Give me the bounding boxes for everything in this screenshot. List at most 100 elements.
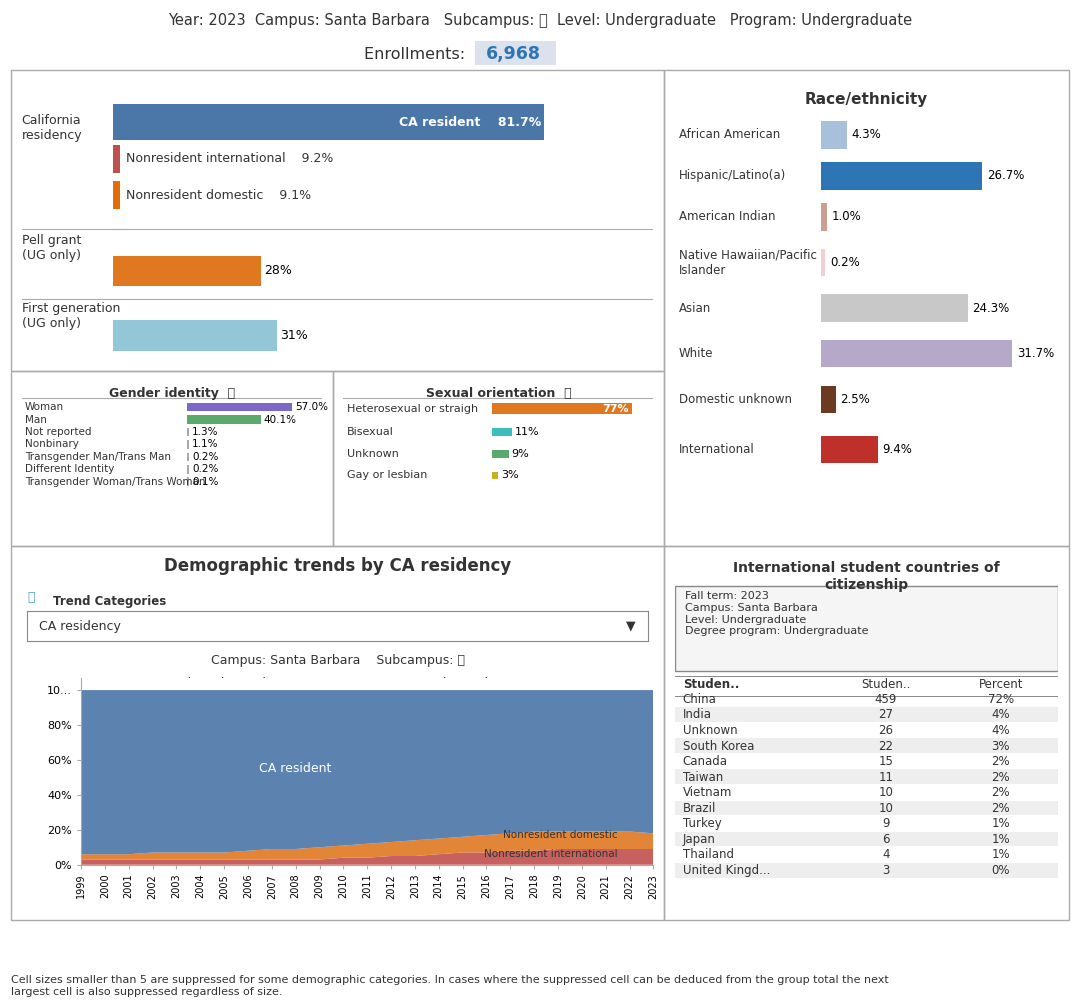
FancyBboxPatch shape	[113, 144, 120, 172]
Text: Sexual orientation  ❓: Sexual orientation ❓	[426, 387, 571, 400]
Bar	[187, 453, 189, 461]
Text: Taiwan: Taiwan	[683, 771, 723, 784]
Text: Transgender Man/Trans Man: Transgender Man/Trans Man	[25, 452, 171, 462]
Text: 77%: 77%	[602, 404, 629, 414]
Text: 26: 26	[878, 724, 893, 737]
Text: 31.7%: 31.7%	[1017, 348, 1054, 360]
Bar	[492, 472, 498, 479]
Bar	[821, 203, 826, 230]
Text: Unknown: Unknown	[683, 724, 738, 737]
Text: 2%: 2%	[991, 787, 1010, 800]
Text: Gay or lesbian: Gay or lesbian	[347, 471, 427, 481]
Bar	[492, 450, 509, 458]
Text: Nonbinary: Nonbinary	[25, 440, 79, 450]
Text: 2%: 2%	[991, 756, 1010, 769]
Text: ❓: ❓	[27, 591, 35, 604]
Bar	[187, 415, 260, 424]
Text: 27: 27	[878, 708, 893, 721]
Text: 0.2%: 0.2%	[192, 452, 218, 462]
Text: 1%: 1%	[991, 833, 1010, 846]
Text: Turkey: Turkey	[683, 818, 721, 831]
Bar	[187, 465, 189, 474]
Text: Trend Categories: Trend Categories	[53, 594, 166, 607]
Text: Nonresident domestic    9.1%: Nonresident domestic 9.1%	[126, 188, 311, 201]
Text: 0.2%: 0.2%	[829, 257, 860, 269]
Text: 72%: 72%	[988, 692, 1014, 705]
Text: 3: 3	[882, 864, 890, 877]
Bar	[187, 477, 189, 486]
Text: Not reported: Not reported	[25, 427, 91, 437]
Text: 6: 6	[882, 833, 890, 846]
Bar	[492, 403, 632, 414]
Bar	[492, 428, 512, 436]
Text: 22: 22	[878, 739, 893, 753]
Text: Nonresident international    9.2%: Nonresident international 9.2%	[126, 152, 334, 165]
Text: 40.1%: 40.1%	[264, 415, 297, 425]
Text: Pell grant
(UG only): Pell grant (UG only)	[22, 234, 81, 263]
Text: South Korea: South Korea	[683, 739, 754, 753]
Text: Nonresident international: Nonresident international	[484, 850, 618, 860]
Text: China: China	[683, 692, 716, 705]
Text: Transgender Woman/Trans Woman: Transgender Woman/Trans Woman	[25, 477, 205, 487]
FancyBboxPatch shape	[475, 41, 556, 65]
Text: 1.0%: 1.0%	[832, 210, 861, 223]
Text: 3%: 3%	[991, 739, 1010, 753]
Text: Asian: Asian	[679, 302, 711, 315]
Bar	[821, 386, 836, 413]
Text: 26.7%: 26.7%	[987, 169, 1024, 182]
FancyBboxPatch shape	[675, 770, 1058, 785]
Text: 10: 10	[878, 787, 893, 800]
Text: 0.1%: 0.1%	[192, 477, 218, 487]
Text: Race/ethnicity: Race/ethnicity	[805, 91, 929, 106]
Text: International student countries of
citizenship: International student countries of citiz…	[733, 561, 1000, 591]
Text: 0.2%: 0.2%	[192, 464, 218, 474]
Text: 1.3%: 1.3%	[192, 427, 218, 437]
Text: International: International	[679, 443, 755, 456]
Text: American Indian: American Indian	[679, 210, 775, 223]
Text: 0%: 0%	[991, 864, 1010, 877]
Bar	[113, 104, 544, 140]
Text: Studen..: Studen..	[861, 678, 910, 691]
Text: 31%: 31%	[280, 329, 308, 342]
Text: 9: 9	[882, 818, 890, 831]
Text: 4%: 4%	[991, 708, 1010, 721]
Text: Fall term: 2023
Campus: Santa Barbara
Level: Undergraduate
Degree program: Under: Fall term: 2023 Campus: Santa Barbara Le…	[685, 591, 868, 636]
Text: Demographic trends by CA residency: Demographic trends by CA residency	[164, 557, 511, 575]
Text: 11%: 11%	[515, 427, 540, 437]
Text: Cell sizes smaller than 5 are suppressed for some demographic categories. In cas: Cell sizes smaller than 5 are suppressed…	[11, 975, 889, 997]
Bar	[113, 320, 276, 351]
Bar	[113, 256, 261, 287]
Bar	[187, 428, 189, 436]
Text: India: India	[683, 708, 712, 721]
Text: 2.5%: 2.5%	[840, 393, 870, 406]
Text: 6,968: 6,968	[486, 45, 540, 63]
Text: 4: 4	[882, 849, 890, 862]
Text: 4.3%: 4.3%	[851, 128, 881, 141]
Text: Domestic unknown: Domestic unknown	[679, 393, 792, 406]
Text: African American: African American	[679, 128, 780, 141]
Text: Bisexual: Bisexual	[347, 427, 393, 437]
Text: Vietnam: Vietnam	[683, 787, 732, 800]
Text: Studen..: Studen..	[683, 678, 739, 691]
Text: 9%: 9%	[512, 449, 529, 459]
Text: CA residency: CA residency	[40, 620, 121, 633]
Text: Nonresident domestic: Nonresident domestic	[503, 830, 618, 840]
Text: United Kingd...: United Kingd...	[683, 864, 770, 877]
Text: Woman: Woman	[25, 402, 64, 412]
Text: 15: 15	[878, 756, 893, 769]
Text: CA resident: CA resident	[259, 763, 332, 776]
Text: CA resident    81.7%: CA resident 81.7%	[399, 116, 541, 128]
Text: Canada: Canada	[683, 756, 728, 769]
FancyBboxPatch shape	[675, 863, 1058, 878]
Text: 2%: 2%	[991, 771, 1010, 784]
Text: Percent: Percent	[978, 678, 1023, 691]
FancyBboxPatch shape	[675, 738, 1058, 754]
Text: Thailand: Thailand	[683, 849, 733, 862]
Bar	[821, 295, 968, 322]
Text: 1%: 1%	[991, 818, 1010, 831]
Text: Heterosexual or straigh: Heterosexual or straigh	[347, 404, 477, 414]
FancyBboxPatch shape	[675, 832, 1058, 847]
Text: First generation
(UG only): First generation (UG only)	[22, 302, 120, 330]
Text: California
residency: California residency	[22, 114, 82, 142]
Bar	[821, 340, 1012, 368]
